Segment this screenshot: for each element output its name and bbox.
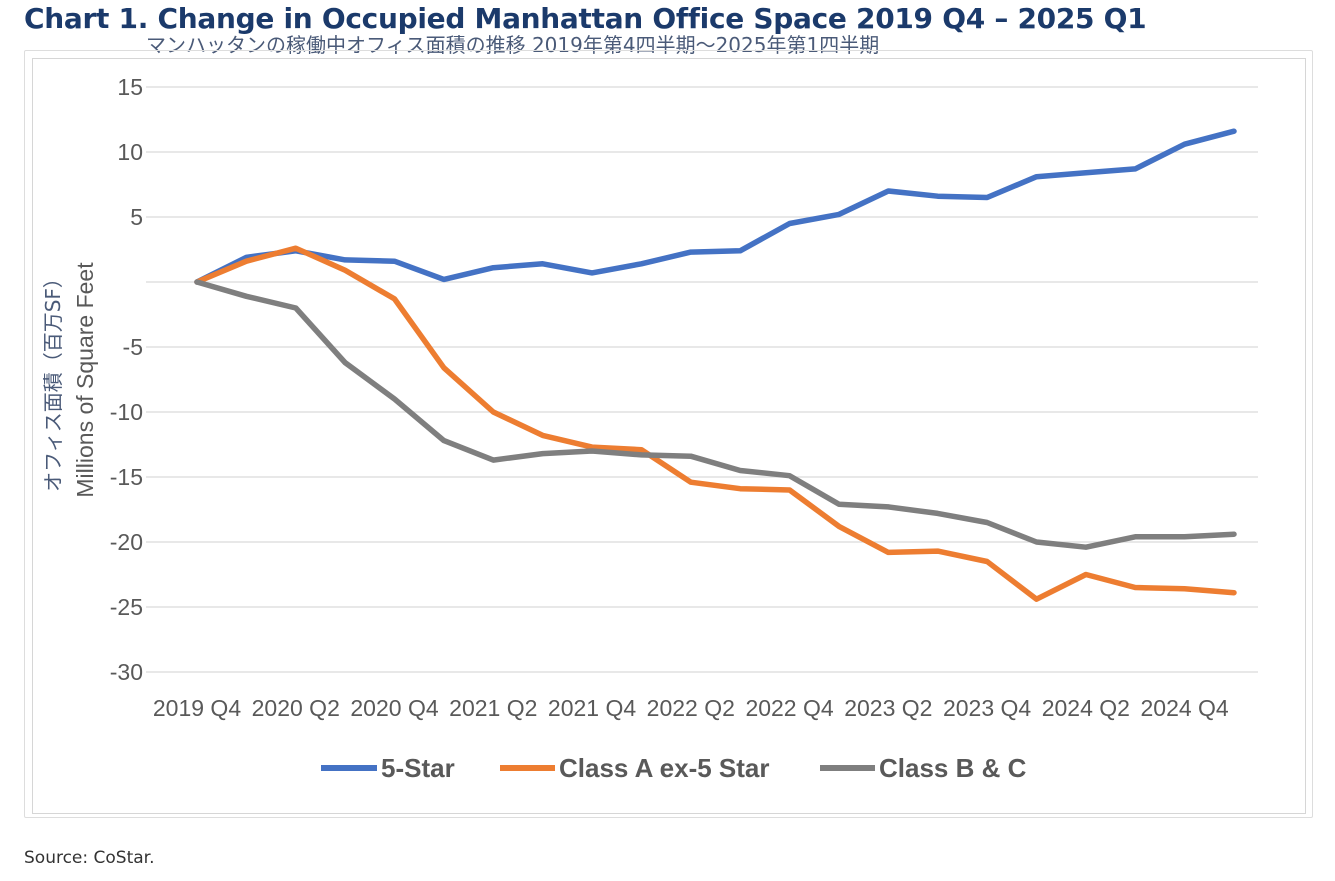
series-line-class-a-ex-5-star <box>194 245 1237 602</box>
source-note: Source: CoStar. <box>24 848 155 868</box>
legend-label: Class A ex-5 Star <box>559 753 770 783</box>
x-tick-label: 2020 Q2 <box>252 695 340 721</box>
series-lines <box>194 128 1237 602</box>
x-tick-label: 2024 Q2 <box>1042 695 1130 721</box>
y-tick-labels: 15 10 5 -5 -10 -15 -20 -25 -30 <box>110 74 143 685</box>
y-tick-label: -25 <box>110 594 143 620</box>
x-tick-label: 2022 Q2 <box>647 695 735 721</box>
x-tick-label: 2022 Q4 <box>745 695 833 721</box>
chart-inner-frame <box>32 58 1306 814</box>
y-tick-label: -10 <box>110 399 143 425</box>
x-tick-labels: 2019 Q4 2020 Q2 2020 Q4 2021 Q2 2021 Q4 2022 … <box>153 695 1229 721</box>
y-tick-label: -30 <box>110 659 143 685</box>
chart-outer-frame <box>24 50 1313 818</box>
y-tick-label: 5 <box>130 204 143 230</box>
x-tick-label: 2019 Q4 <box>153 695 241 721</box>
y-axis-label: Millions of Square Feet <box>72 262 98 498</box>
y-tick-label: -15 <box>110 464 143 490</box>
y-tick-label: -5 <box>123 334 143 360</box>
y-tick-label: -20 <box>110 529 143 555</box>
y-tick-label: 10 <box>117 139 143 165</box>
legend: 5-Star Class A ex-5 Star Class B & C <box>321 753 1027 783</box>
legend-label: 5-Star <box>381 753 455 783</box>
series-line-5-star <box>194 128 1237 285</box>
y-tick-label: 15 <box>117 74 143 100</box>
chart-subtitle: マンハッタンの稼働中オフィス面積の推移 2019年第4四半期〜2025年第1四半… <box>146 33 880 57</box>
x-tick-label: 2021 Q2 <box>449 695 537 721</box>
legend-label: Class B & C <box>879 753 1027 783</box>
x-tick-label: 2024 Q4 <box>1140 695 1228 721</box>
x-tick-label: 2020 Q4 <box>350 695 438 721</box>
x-tick-label: 2021 Q4 <box>548 695 636 721</box>
x-tick-label: 2023 Q4 <box>943 695 1031 721</box>
series-line-class-b-c <box>194 279 1237 550</box>
y-axis-label-ja: オフィス面積（百万SF） <box>41 268 65 492</box>
x-tick-label: 2023 Q2 <box>844 695 932 721</box>
chart-title: Chart 1. Change in Occupied Manhattan Of… <box>24 2 1147 35</box>
